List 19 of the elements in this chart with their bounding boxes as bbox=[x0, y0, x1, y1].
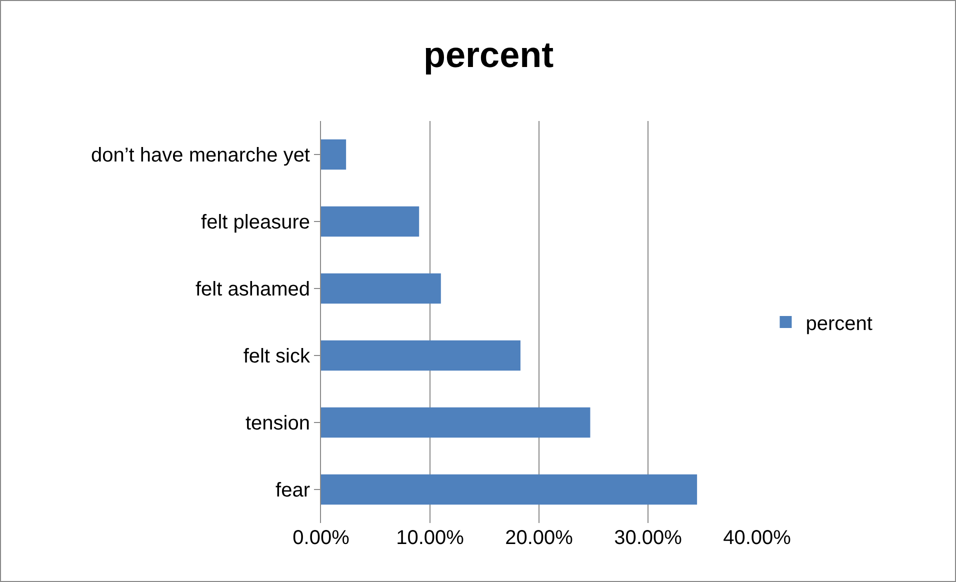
y-tick-label: tension bbox=[246, 412, 310, 434]
x-tick-label: 30.00% bbox=[614, 527, 682, 549]
bar bbox=[321, 340, 520, 371]
x-tick-label: 10.00% bbox=[396, 527, 464, 549]
y-tick-label: don’t have menarche yet bbox=[90, 144, 310, 166]
y-tick-label: felt pleasure bbox=[201, 212, 310, 234]
bar bbox=[321, 206, 420, 237]
y-tick-label: fear bbox=[276, 480, 310, 502]
bar bbox=[321, 139, 346, 170]
legend-label: percent bbox=[806, 312, 873, 335]
x-tick-label: 40.00% bbox=[723, 527, 792, 549]
bar bbox=[321, 474, 698, 505]
y-tick-label: felt ashamed bbox=[195, 278, 310, 300]
bar bbox=[321, 407, 590, 438]
chart-title: percent bbox=[424, 34, 554, 75]
bar bbox=[321, 273, 441, 304]
x-tick-label: 20.00% bbox=[505, 527, 574, 549]
x-tick-label: 0.00% bbox=[292, 527, 350, 549]
y-tick-label: felt sick bbox=[243, 346, 311, 368]
